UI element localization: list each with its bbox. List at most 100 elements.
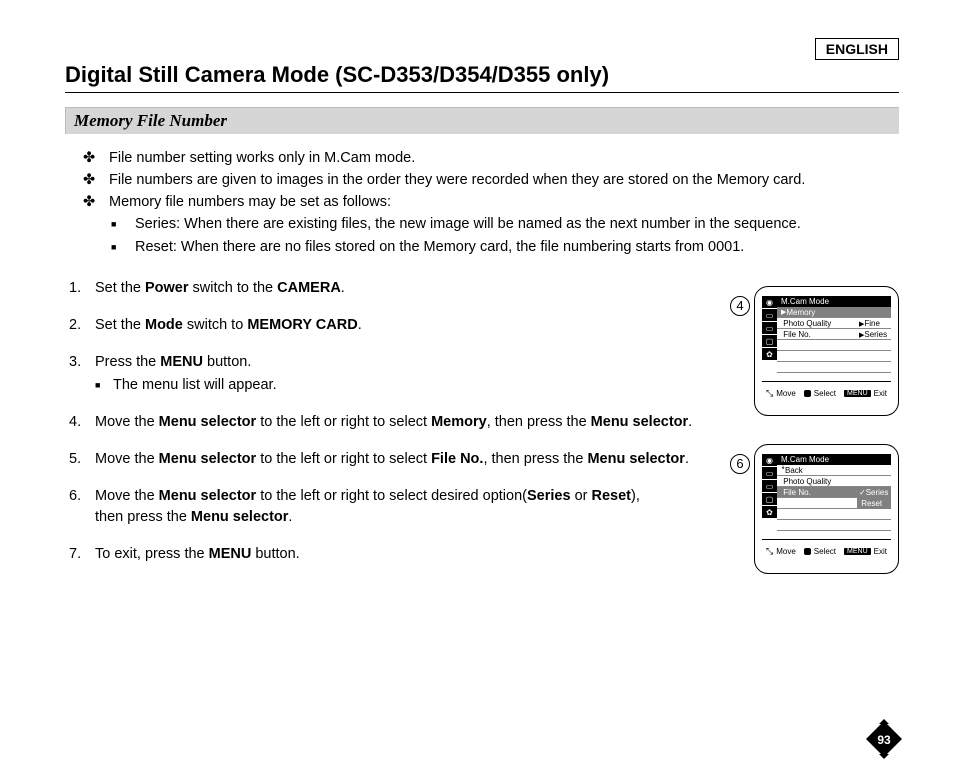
lcd-value: ▶Series: [857, 329, 891, 340]
lcd-value: [857, 307, 891, 318]
step-item: 2. Set the Mode switch to MEMORY CARD.: [69, 315, 695, 336]
page-title: Digital Still Camera Mode (SC-D353/D354/…: [65, 62, 899, 88]
select-icon: [804, 548, 811, 555]
step-text: Set the Mode switch to MEMORY CARD.: [95, 315, 695, 336]
lcd-icon-column: ◉ ▭ ▭ ▢ ✿: [762, 454, 777, 539]
lcd-menu-item: [777, 340, 891, 351]
sub-bullet-item: ■ Series: When there are existing files,…: [111, 213, 899, 236]
bullet-marker-icon: ✤: [83, 148, 95, 170]
sub-bullet-item: ■ Reset: When there are no files stored …: [111, 236, 899, 259]
bullet-text: File numbers are given to images in the …: [109, 170, 805, 192]
lcd-hint-exit: MENUExit: [844, 547, 887, 556]
lcd-menu: ◉ ▭ ▭ ▢ ✿ M.Cam Mode ▶Memory Photo Quali…: [762, 296, 891, 382]
camera-icon: ◉: [762, 454, 777, 467]
step-text: Move the Menu selector to the left or ri…: [95, 449, 695, 470]
lcd-value-column: ✓Series Reset: [857, 476, 891, 509]
settings-icon: ✿: [762, 506, 777, 519]
step-text: Move the Menu selector to the left or ri…: [95, 412, 695, 433]
memory-icon: ▭: [762, 467, 777, 480]
lcd-value: [857, 476, 891, 487]
section-heading: Memory File Number: [65, 107, 899, 134]
arrows-icon: ⤡: [766, 546, 773, 557]
lcd-screenshot-6: ◉ ▭ ▭ ▢ ✿ M.Cam Mode ꜜBack Photo Quality…: [754, 444, 899, 574]
step-number: 5.: [69, 449, 87, 470]
step-reference-circle: 4: [730, 296, 750, 316]
lcd-footer: ⤡Move Select MENUExit: [762, 540, 891, 557]
square-marker-icon: ■: [111, 213, 121, 236]
step-number: 1.: [69, 278, 87, 299]
check-icon: ✓: [859, 488, 866, 497]
lcd-menu-item: ꜜBack: [777, 465, 891, 476]
step-item: 5. Move the Menu selector to the left or…: [69, 449, 695, 470]
lcd-hint-exit: MENUExit: [844, 389, 887, 398]
step-item: 1. Set the Power switch to the CAMERA.: [69, 278, 695, 299]
lcd-value-column: ▶Fine ▶Series: [857, 307, 891, 340]
lcd-hint-move: ⤡Move: [766, 388, 796, 399]
step-number: 7.: [69, 544, 87, 565]
sub-bullet-text: Series: When there are existing files, t…: [135, 213, 801, 236]
sub-bullet-text: Reset: When there are no files stored on…: [135, 236, 744, 259]
instruction-steps: 1. Set the Power switch to the CAMERA. 2…: [65, 278, 695, 565]
bullet-item: ✤ File number setting works only in M.Ca…: [83, 148, 899, 170]
tape-icon: ▭: [762, 322, 777, 335]
lcd-hint-select: Select: [804, 547, 836, 556]
bullet-text: Memory file numbers may be set as follow…: [109, 192, 391, 214]
lcd-value-selected: ✓Series: [857, 487, 891, 498]
tape-icon: ▭: [762, 480, 777, 493]
bullet-item: ✤ File numbers are given to images in th…: [83, 170, 899, 192]
step-item: 7. To exit, press the MENU button.: [69, 544, 695, 565]
lcd-menu-column: M.Cam Mode ꜜBack Photo Quality File No. …: [777, 454, 891, 539]
lcd-hint-select: Select: [804, 389, 836, 398]
language-label: ENGLISH: [815, 38, 899, 60]
menu-chip-icon: MENU: [844, 390, 871, 397]
lcd-icon-column: ◉ ▭ ▭ ▢ ✿: [762, 296, 777, 381]
bullet-item: ✤ Memory file numbers may be set as foll…: [83, 192, 899, 214]
page-number: 93: [864, 733, 904, 747]
step-number: 4.: [69, 412, 87, 433]
lcd-mode-header: M.Cam Mode: [777, 296, 891, 307]
lcd-mode-header: M.Cam Mode: [777, 454, 891, 465]
intro-bullets: ✤ File number setting works only in M.Ca…: [65, 148, 899, 213]
lcd-menu-item: [777, 509, 891, 520]
step-number: 2.: [69, 315, 87, 336]
lcd-hint-move: ⤡Move: [766, 546, 796, 557]
lcd-screenshot-4: ◉ ▭ ▭ ▢ ✿ M.Cam Mode ▶Memory Photo Quali…: [754, 286, 899, 416]
manual-page: ENGLISH Digital Still Camera Mode (SC-D3…: [0, 0, 954, 779]
step-text: Move the Menu selector to the left or ri…: [95, 486, 695, 528]
title-rule: [65, 92, 899, 93]
step-text: Set the Power switch to the CAMERA.: [95, 278, 695, 299]
settings-icon: ✿: [762, 348, 777, 361]
camera-icon: ◉: [762, 296, 777, 309]
display-icon: ▢: [762, 493, 777, 506]
step-number: 6.: [69, 486, 87, 528]
bullet-marker-icon: ✤: [83, 170, 95, 192]
lcd-menu-item: [777, 362, 891, 373]
memory-icon: ▭: [762, 309, 777, 322]
lcd-value: ▶Fine: [857, 318, 891, 329]
square-marker-icon: ■: [111, 236, 121, 259]
square-marker-icon: ■: [95, 375, 105, 396]
lcd-value: Reset: [857, 498, 891, 509]
arrows-icon: ⤡: [766, 388, 773, 399]
lcd-menu-column: M.Cam Mode ▶Memory Photo Quality File No…: [777, 296, 891, 381]
bullet-text: File number setting works only in M.Cam …: [109, 148, 415, 170]
lcd-menu: ◉ ▭ ▭ ▢ ✿ M.Cam Mode ꜜBack Photo Quality…: [762, 454, 891, 540]
step-item: 3. Press the MENU button. ■ The menu lis…: [69, 352, 695, 396]
bullet-marker-icon: ✤: [83, 192, 95, 214]
sub-step-text: The menu list will appear.: [113, 375, 277, 396]
lcd-menu-item: [777, 351, 891, 362]
select-icon: [804, 390, 811, 397]
menu-chip-icon: MENU: [844, 548, 871, 555]
step-reference-circle: 6: [730, 454, 750, 474]
sub-step: ■ The menu list will appear.: [95, 375, 695, 396]
step-item: 4. Move the Menu selector to the left or…: [69, 412, 695, 433]
lcd-menu-item: [777, 520, 891, 531]
step-text: Press the MENU button. ■ The menu list w…: [95, 352, 695, 396]
page-number-badge: 93: [864, 719, 904, 759]
lcd-footer: ⤡Move Select MENUExit: [762, 382, 891, 399]
sub-bullets: ■ Series: When there are existing files,…: [65, 213, 899, 259]
step-item: 6. Move the Menu selector to the left or…: [69, 486, 695, 528]
display-icon: ▢: [762, 335, 777, 348]
step-text: To exit, press the MENU button.: [95, 544, 695, 565]
step-number: 3.: [69, 352, 87, 396]
